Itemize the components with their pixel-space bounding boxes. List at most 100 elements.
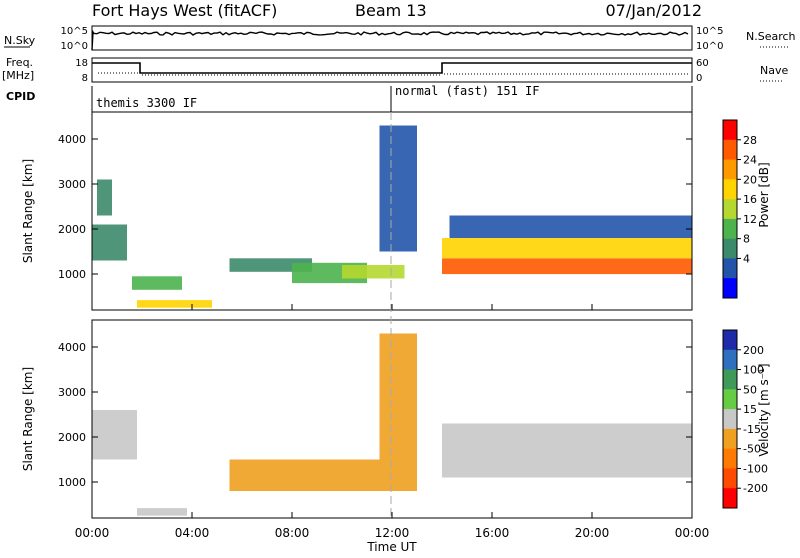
velocity-colorbar-tick-label-7: -100 (743, 462, 768, 475)
velocity-ytick-label-3: 3000 (58, 386, 86, 399)
freq-trace (92, 62, 692, 74)
power-region-5 (229, 258, 312, 272)
nave-label: Nave (760, 64, 788, 77)
xtick-label-5: 16:00 (475, 526, 510, 540)
station-title: Fort Hays West (fitACF) (92, 1, 277, 20)
power-region-9 (442, 258, 692, 275)
velocity-region-1 (92, 410, 137, 460)
power-heatmap (92, 125, 692, 308)
power-colorbar-swatch-1 (723, 120, 737, 141)
cpid-segment-2: normal (fast) 151 IF (395, 84, 540, 98)
velocity-colorbar-swatch-5 (723, 409, 737, 430)
xtick-label-6: 20:00 (575, 526, 610, 540)
time-axis-label: Time UT (366, 540, 417, 554)
power-colorbar-swatch-9 (723, 278, 737, 299)
velocity-ytick-label-2: 2000 (58, 431, 86, 444)
cpid-segment-1: themis 3300 IF (96, 96, 197, 110)
xtick-label-3: 08:00 (275, 526, 310, 540)
velocity-ytick-label-1: 1000 (58, 476, 86, 489)
nsky-tick-low: 10^0 (61, 41, 88, 52)
velocity-colorbar-tick-label-6: -50 (743, 443, 761, 456)
power-colorbar-tick-label-4: 16 (743, 193, 757, 206)
velocity-colorbar-tick-label-5: -15 (743, 423, 761, 436)
velocity-colorbar-swatch-3 (723, 369, 737, 390)
power-colorbar-swatch-4 (723, 179, 737, 200)
xtick-label-2: 04:00 (175, 526, 210, 540)
xtick-label-4: 12:00 (375, 526, 410, 540)
date-label: 07/Jan/2012 (605, 1, 702, 20)
power-colorbar-tick-label-6: 8 (743, 233, 750, 246)
power-colorbar: 28 24 20 16 12 8 4 (722, 119, 757, 299)
velocity-heatmap (92, 333, 692, 516)
freq-tick-high: 18 (75, 58, 88, 69)
velocity-colorbar-tick-label-1: 200 (743, 344, 764, 357)
cpid-label: CPID (6, 90, 35, 103)
nsearch-tick-high: 10^5 (696, 26, 723, 37)
nsky-label: N.Sky (4, 34, 36, 47)
xtick-label-7: 00:00 (675, 526, 710, 540)
power-ytick-label-1: 1000 (58, 268, 86, 281)
power-region-7 (342, 265, 405, 279)
velocity-colorbar-swatch-7 (723, 448, 737, 469)
velocity-region-5 (442, 423, 692, 478)
freq-panel (91, 57, 693, 83)
power-colorbar-tick-label-3: 20 (743, 173, 757, 186)
power-colorbar-swatch-8 (723, 258, 737, 279)
power-colorbar-frame (722, 119, 738, 299)
power-y-ticks: 1000 2000 3000 4000 (58, 133, 692, 281)
power-colorbar-title: Power [dB] (757, 162, 771, 227)
power-colorbar-tick-label-2: 24 (743, 154, 757, 167)
power-region-1 (92, 224, 127, 261)
power-colorbar-swatch-6 (723, 218, 737, 240)
power-region-10 (442, 238, 692, 259)
velocity-ytick-label-4: 4000 (58, 341, 86, 354)
velocity-colorbar-swatch-2 (723, 349, 737, 371)
velocity-region-2 (137, 508, 187, 516)
velocity-colorbar-swatch-1 (723, 330, 737, 351)
power-region-11 (449, 215, 692, 238)
xtick-label-1: 00:00 (75, 526, 110, 540)
velocity-colorbar-swatch-9 (723, 488, 737, 509)
velocity-colorbar: 200 100 50 15 -15 -50 -100 -200 (722, 329, 768, 509)
power-colorbar-tick-label-1: 28 (743, 134, 757, 147)
velocity-colorbar-tick-label-8: -200 (743, 482, 768, 495)
nsearch-label: N.Search (746, 30, 796, 43)
power-colorbar-tick-label-7: 4 (743, 252, 750, 265)
power-ytick-label-3: 3000 (58, 178, 86, 191)
velocity-colorbar-tick-label-2: 100 (743, 364, 764, 377)
velocity-colorbar-swatch-6 (723, 428, 737, 450)
nave-tick-low: 0 (696, 73, 702, 84)
velocity-region-3 (229, 459, 417, 491)
velocity-y-ticks: 1000 2000 3000 4000 (58, 341, 692, 489)
nsky-tick-high: 10^5 (61, 26, 88, 37)
freq-tick-low: 8 (82, 73, 88, 84)
velocity-colorbar-tick-label-3: 50 (743, 383, 757, 396)
velocity-colorbar-swatch-8 (723, 468, 737, 489)
nsearch-tick-low: 10^0 (696, 41, 723, 52)
power-colorbar-swatch-3 (723, 159, 737, 180)
freq-label: Freq. (6, 56, 33, 69)
velocity-colorbar-swatch-4 (723, 389, 737, 410)
velocity-colorbar-tick-label-4: 15 (743, 403, 757, 416)
power-colorbar-swatch-7 (723, 238, 737, 259)
velocity-colorbar-title: Velocity [m s⁻¹] (757, 363, 771, 456)
power-ytick-label-4: 4000 (58, 133, 86, 146)
nsky-trace (91, 29, 689, 51)
power-region-2 (97, 179, 112, 216)
power-region-8 (379, 125, 417, 252)
power-ylabel: Slant Range [km] (21, 159, 35, 263)
freq-unit: [MHz] (2, 69, 34, 82)
power-colorbar-tick-label-5: 12 (743, 213, 757, 226)
velocity-colorbar-frame (722, 329, 738, 509)
power-colorbar-swatch-2 (723, 139, 737, 161)
velocity-region-4 (379, 333, 417, 460)
power-region-3 (132, 276, 182, 290)
beam-label: Beam 13 (355, 1, 427, 20)
power-colorbar-swatch-5 (723, 199, 737, 220)
power-region-4 (137, 300, 212, 308)
nsky-panel (91, 25, 693, 51)
nave-tick-high: 60 (696, 58, 709, 69)
power-ytick-label-2: 2000 (58, 223, 86, 236)
